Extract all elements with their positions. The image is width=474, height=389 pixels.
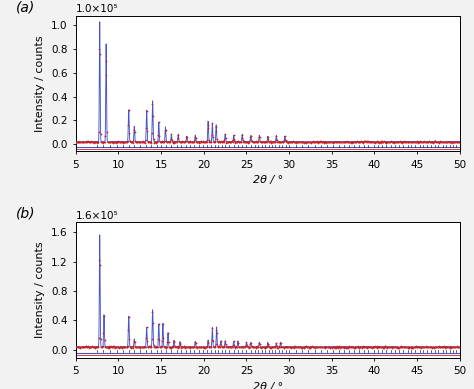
Text: (a): (a) <box>16 0 36 14</box>
Y-axis label: Intensity / counts: Intensity / counts <box>36 35 46 132</box>
X-axis label: 2θ / °: 2θ / ° <box>253 382 283 389</box>
Text: 1.6×10⁵: 1.6×10⁵ <box>76 211 118 221</box>
Text: 1.0×10⁵: 1.0×10⁵ <box>76 4 118 14</box>
Text: (b): (b) <box>16 207 36 221</box>
Y-axis label: Intensity / counts: Intensity / counts <box>36 242 46 338</box>
X-axis label: 2θ / °: 2θ / ° <box>253 175 283 185</box>
